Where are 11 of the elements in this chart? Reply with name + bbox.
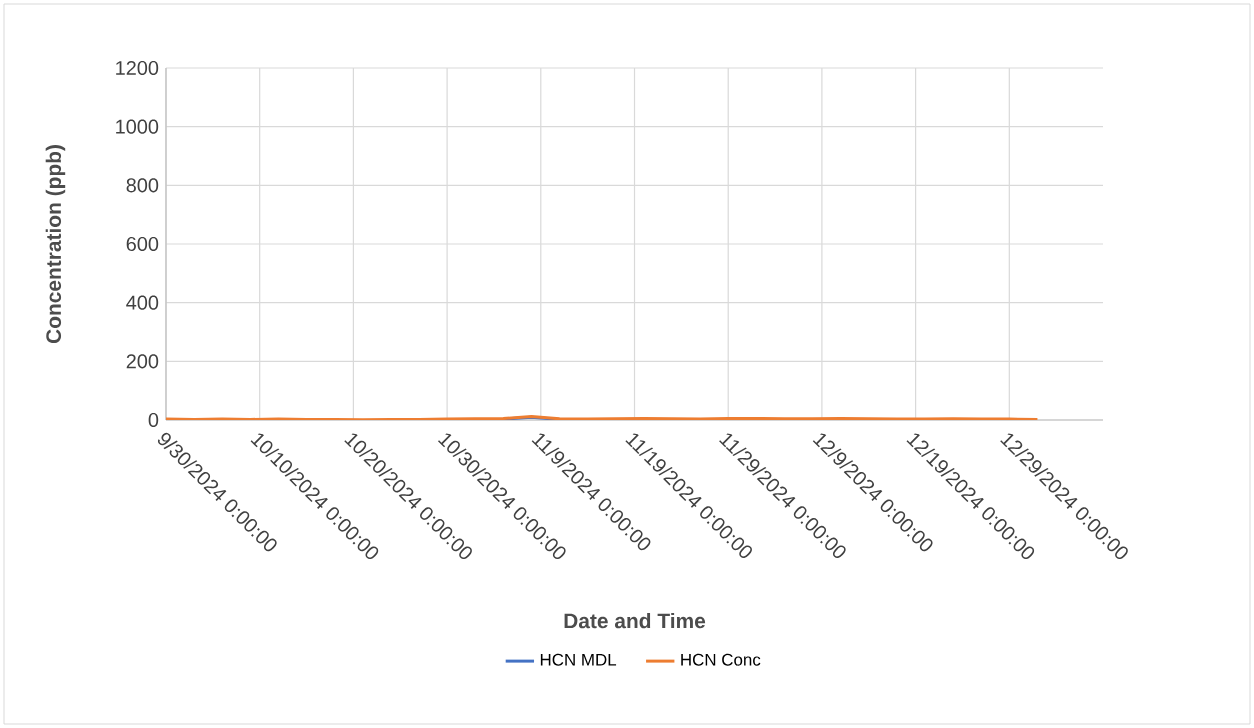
y-tick-label: 400 [126, 295, 159, 310]
y-tick-label: 800 [126, 178, 159, 193]
legend-label: HCN Conc [681, 653, 761, 666]
y-axis-title: Concentration (ppb) [45, 145, 66, 344]
y-tick-label: 1000 [116, 119, 159, 134]
y-tick-label: 0 [148, 412, 159, 428]
y-tick-label: 600 [126, 236, 159, 252]
legend-label: HCN MDL [540, 653, 617, 666]
x-axis-title: Date and Time [564, 612, 706, 629]
y-tick-label: 200 [126, 354, 159, 369]
y-tick-label: 1200 [116, 60, 159, 76]
